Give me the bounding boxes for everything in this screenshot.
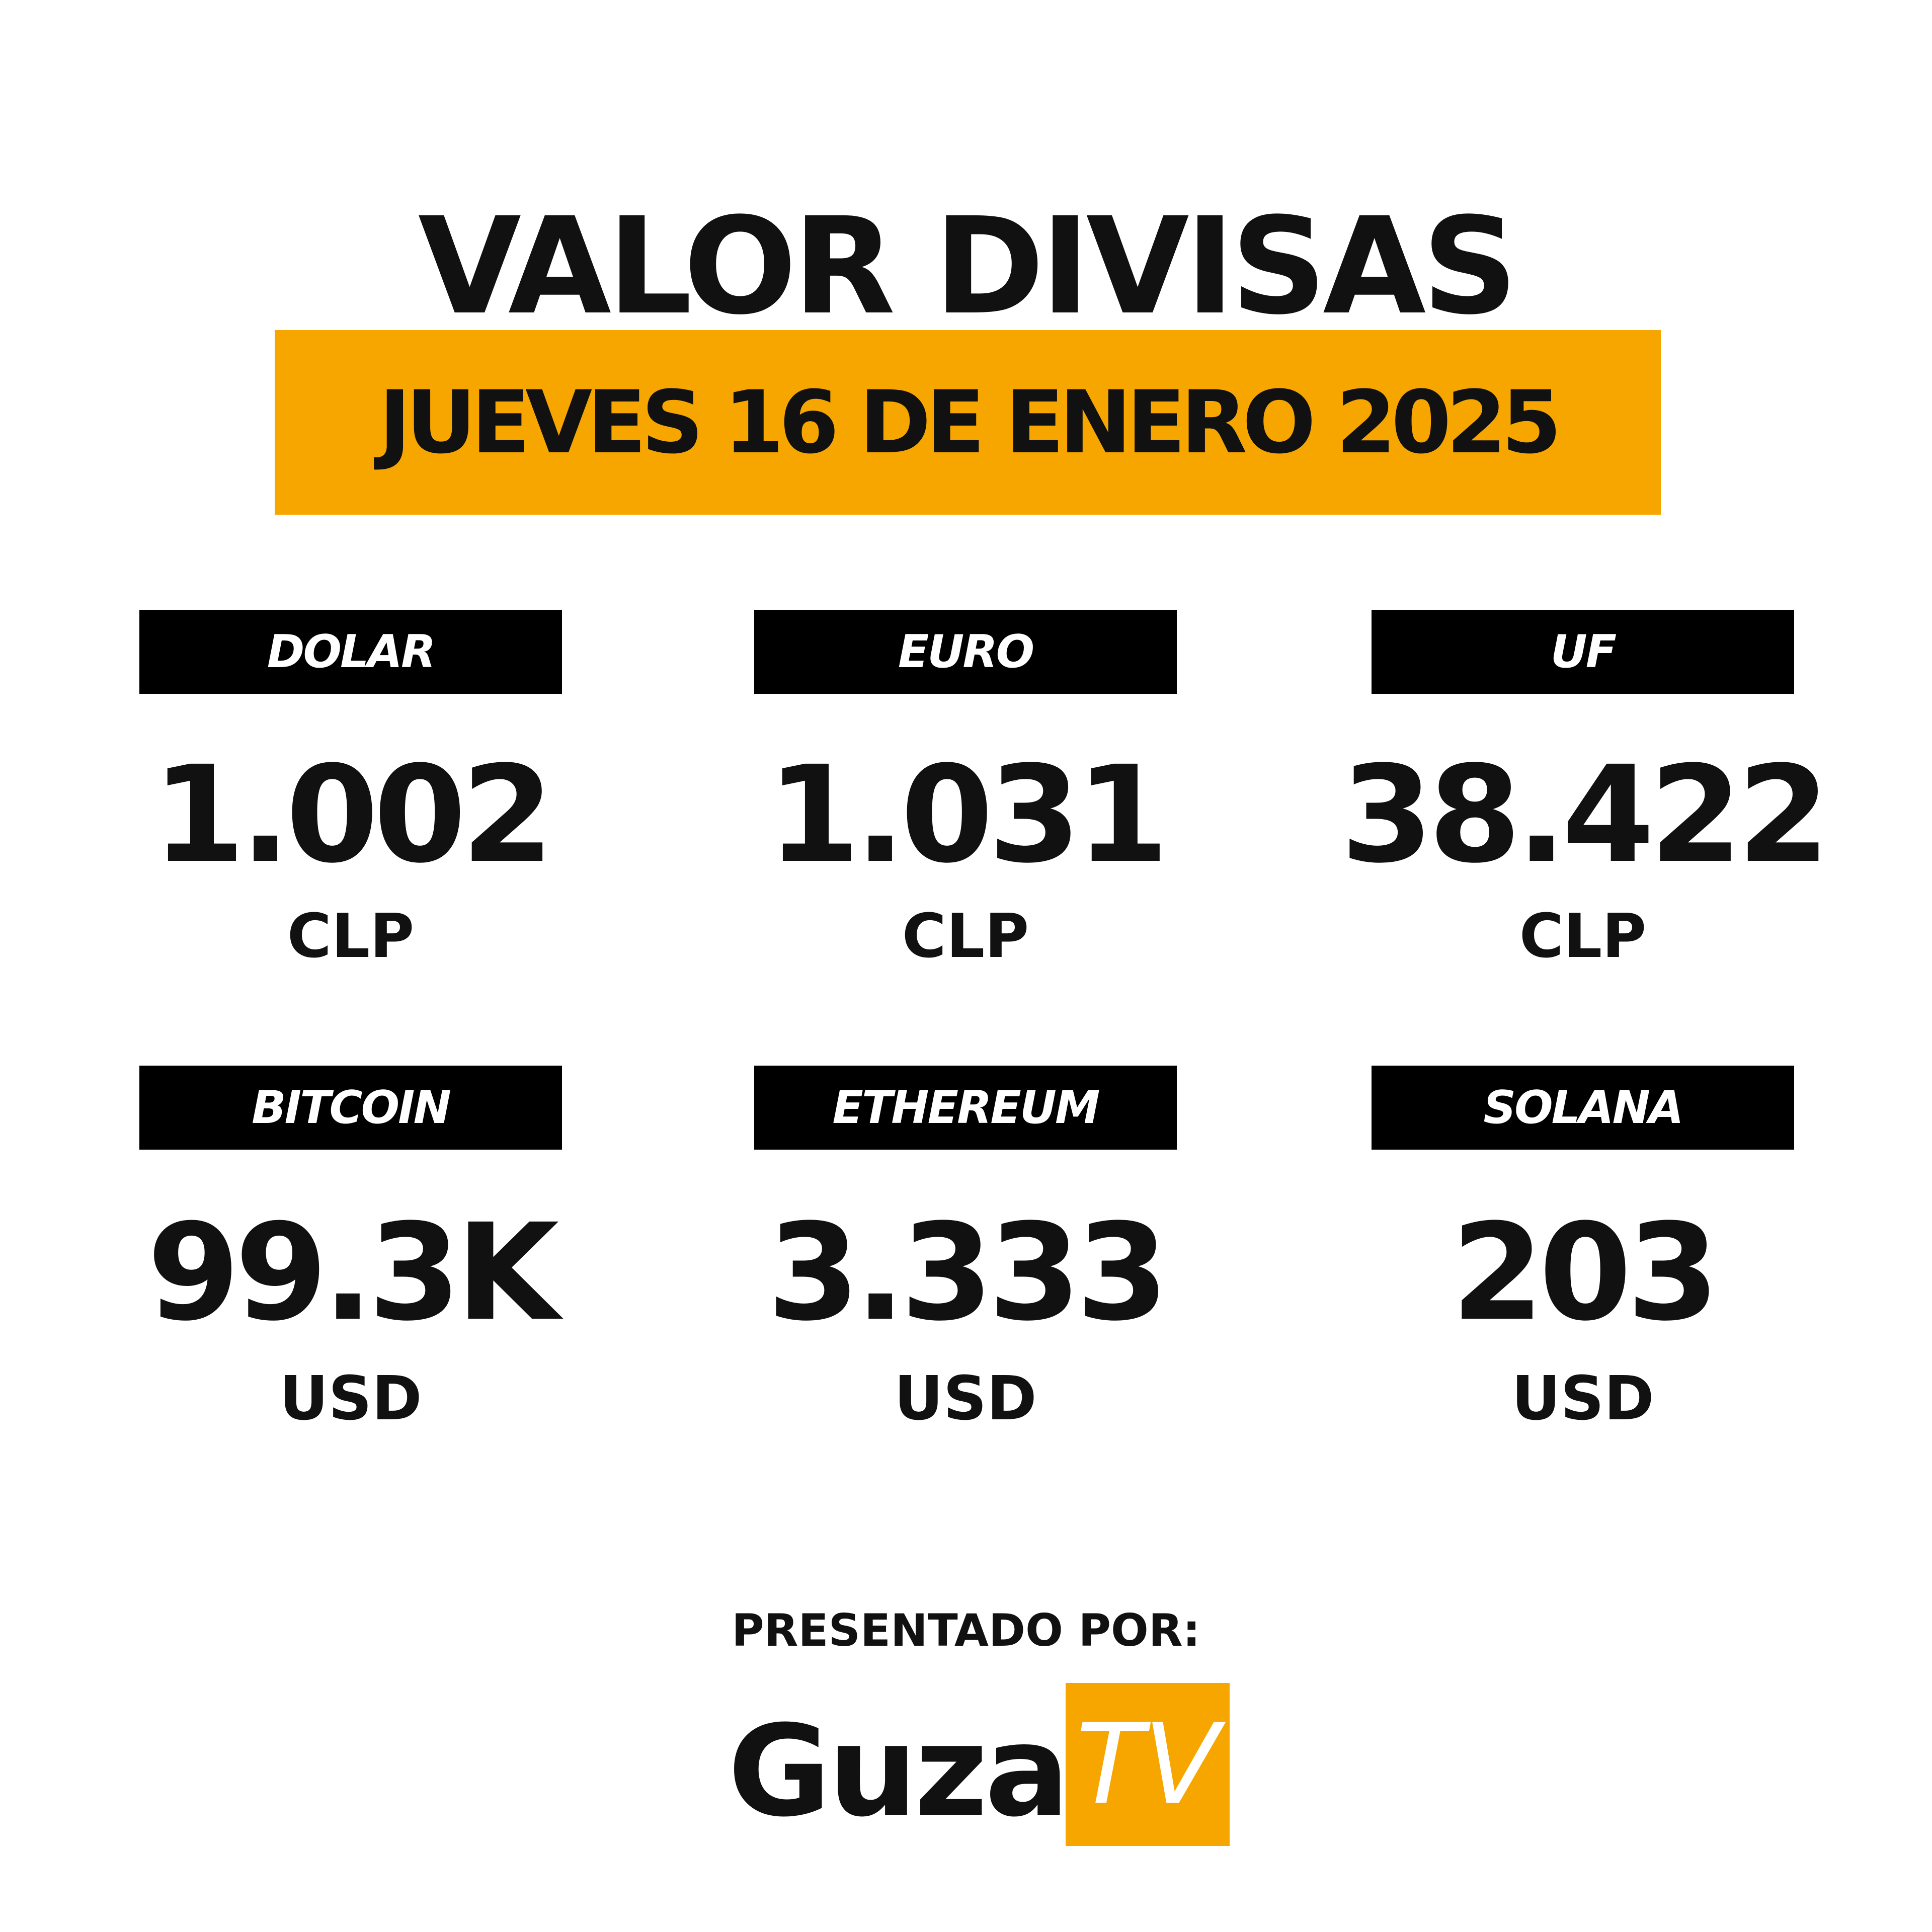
presented-by: PRESENTADO POR: [732,1604,1200,1656]
rate-label: EURO [754,610,1177,694]
date: JUEVES 16 DE ENERO 2025 [378,372,1562,473]
brand-tag: TV [1066,1683,1230,1846]
rate-value: 3.333 [767,1195,1169,1350]
rate-label: SOLANA [1372,1066,1794,1150]
rate-value: 38.422 [1340,738,1830,893]
rate-unit: USD [894,1363,1037,1434]
rate-value: 203 [1451,1195,1719,1350]
rate-unit: CLP [287,901,415,972]
rate-label: BITCOIN [139,1066,562,1150]
rate-label: ETHEREUM [754,1066,1177,1150]
rate-value: 1.031 [767,738,1169,893]
rate-label: UF [1372,610,1794,694]
date-banner: JUEVES 16 DE ENERO 2025 [275,330,1661,515]
rate-unit: CLP [902,901,1029,972]
rate-value: 1.002 [152,738,554,893]
rate-unit: USD [1511,1363,1654,1434]
rate-unit: USD [279,1363,422,1434]
rate-label: DOLAR [139,610,562,694]
rate-unit: CLP [1519,901,1647,972]
rate-value: 99.3K [147,1195,559,1350]
brand-logo: Guza [728,1698,1070,1844]
title: VALOR DIVISAS [418,189,1518,344]
